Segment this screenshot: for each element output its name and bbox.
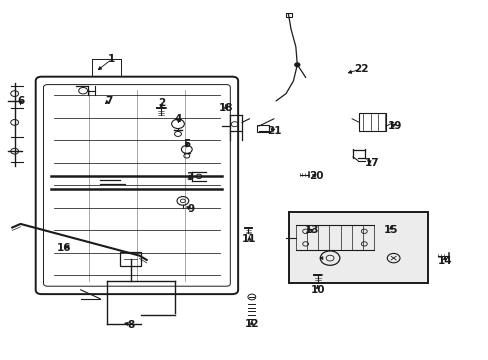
Text: 19: 19 (387, 121, 402, 131)
Text: 22: 22 (353, 64, 367, 74)
Circle shape (294, 63, 299, 67)
Text: 14: 14 (437, 256, 451, 266)
Text: 6: 6 (17, 96, 24, 106)
Text: 17: 17 (364, 158, 378, 168)
Text: 21: 21 (267, 126, 282, 136)
Text: 16: 16 (56, 243, 71, 253)
Bar (285, 13, 291, 17)
Text: 3: 3 (186, 172, 193, 182)
Bar (120, 252, 141, 266)
Text: 15: 15 (383, 225, 398, 235)
Text: 18: 18 (218, 103, 233, 113)
Text: 1: 1 (108, 54, 115, 64)
Text: 12: 12 (244, 319, 259, 329)
Text: 20: 20 (309, 171, 324, 181)
Text: 8: 8 (127, 320, 134, 330)
Bar (359, 113, 386, 131)
Text: 9: 9 (187, 204, 194, 214)
Text: 13: 13 (304, 225, 319, 235)
Text: 4: 4 (174, 114, 182, 124)
Text: 7: 7 (104, 96, 112, 106)
Text: 5: 5 (183, 139, 190, 149)
Bar (256, 125, 268, 132)
Bar (288, 212, 427, 283)
Text: 2: 2 (158, 98, 164, 108)
Text: 11: 11 (242, 234, 256, 244)
Text: 10: 10 (310, 285, 325, 295)
